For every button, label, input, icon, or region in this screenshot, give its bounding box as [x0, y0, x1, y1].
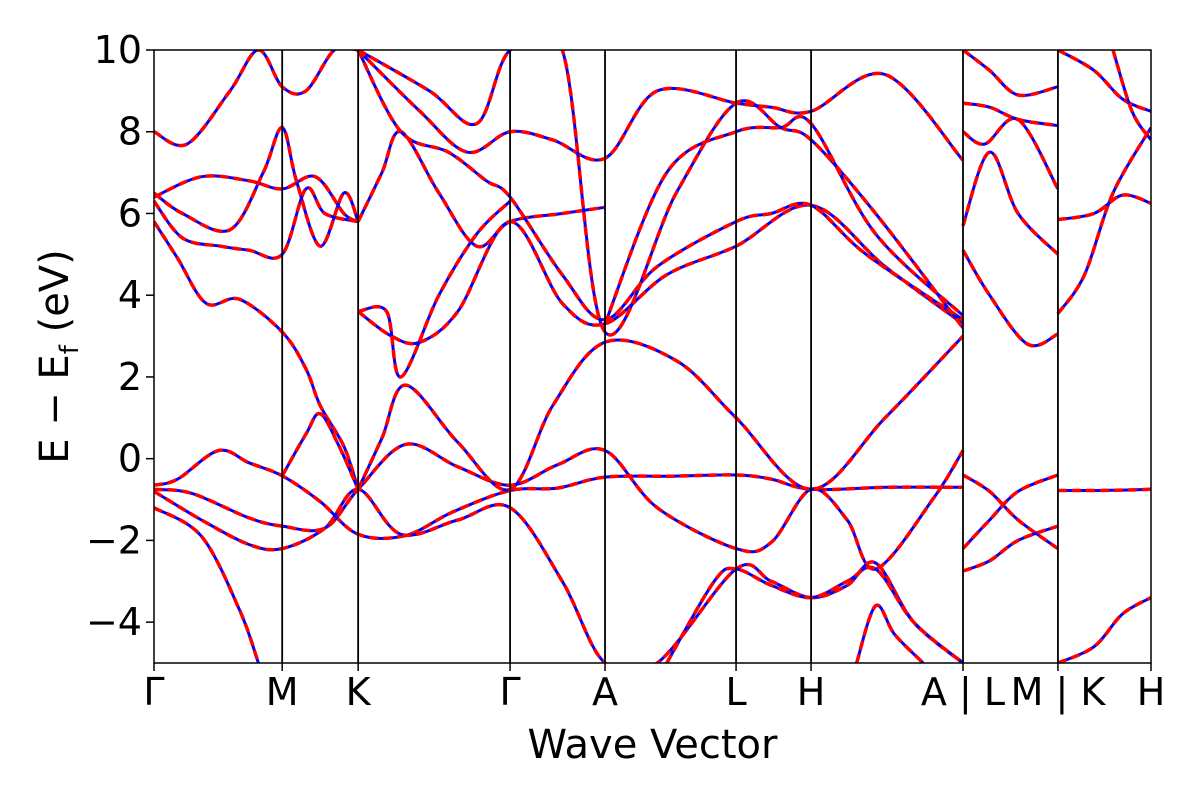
band-line-overlay-5 [280, 411, 360, 491]
band-line-overlay-32 [1057, 50, 1151, 113]
band-line-overlay-16 [357, 50, 965, 337]
band-line-reference-15 [357, 50, 965, 162]
y-axis-label: E − Ef (eV) [32, 249, 85, 464]
y-tick-label-7: 10 [94, 28, 142, 72]
band-line-overlay-21 [961, 473, 1059, 550]
band-line-overlay-8 [357, 199, 512, 379]
band-line-reference-3 [154, 506, 260, 663]
y-axis-label-main: E − E [32, 354, 78, 464]
x-tick-label-6: H [797, 670, 826, 714]
band-line-overlay-9 [154, 186, 359, 260]
band-line-overlay-19 [854, 603, 925, 663]
y-axis-ticks: −4 −2 0 2 4 6 8 10 [86, 28, 154, 644]
bands-layer [154, 50, 1151, 663]
band-line-reference-12 [154, 50, 359, 148]
y-axis-label-unit: (eV) [32, 249, 78, 345]
band-line-overlay-31 [1057, 193, 1151, 222]
band-line-overlay-13 [356, 129, 606, 249]
band-line-overlay-23 [961, 249, 1059, 348]
band-line-reference-4 [154, 220, 360, 490]
band-line-reference-27 [962, 50, 1059, 97]
band-line-reference-19 [855, 603, 925, 663]
band-line-overlay-2 [154, 487, 965, 663]
y-tick-label-0: −4 [86, 600, 142, 644]
high-symmetry-lines [281, 50, 1059, 663]
band-line-reference-8 [357, 200, 512, 379]
y-axis-label-subscript: f [55, 344, 85, 354]
band-line-overlay-17 [603, 114, 965, 325]
band-line-overlay-1 [154, 442, 965, 571]
band-line-reference-2 [154, 487, 964, 663]
band-line-overlay-22 [962, 524, 1059, 573]
band-line-overlay-29 [1057, 596, 1151, 663]
band-line-overlay-27 [961, 50, 1059, 98]
band-line-overlay-12 [154, 50, 359, 148]
band-line-overlay-18 [665, 565, 965, 663]
x-tick-label-0: Γ [143, 670, 164, 714]
band-line-reference-17 [603, 115, 965, 325]
band-line-reference-23 [961, 249, 1059, 348]
band-line-reference-26 [962, 101, 1059, 128]
band-line-reference-29 [1057, 596, 1151, 663]
y-tick-label-5: 6 [118, 191, 142, 235]
x-tick-label-2: K [346, 670, 372, 714]
x-tick-label-4: A [592, 670, 618, 714]
band-line-overlay-15 [356, 50, 965, 162]
band-line-overlay-28 [1057, 487, 1151, 493]
band-line-overlay-24 [961, 150, 1060, 256]
y-tick-label-2: 0 [118, 437, 142, 481]
band-line-overlay-6 [356, 334, 965, 492]
band-line-reference-18 [665, 565, 964, 663]
plot-frame [153, 49, 1152, 664]
band-line-reference-6 [356, 335, 965, 492]
band-line-overlay-20 [962, 473, 1059, 551]
band-line-overlay-3 [154, 506, 261, 663]
band-line-overlay-25 [961, 116, 1060, 190]
x-tick-label-5: L [725, 670, 746, 714]
y-tick-label-3: 2 [118, 355, 142, 399]
band-line-overlay-26 [962, 101, 1059, 128]
band-line-overlay-4 [154, 220, 360, 490]
band-line-overlay-30 [1056, 126, 1151, 315]
x-tick-label-3: Γ [499, 670, 520, 714]
x-axis-label: Wave Vector [528, 722, 779, 768]
x-tick-label-8: M | K [1011, 670, 1107, 715]
x-tick-label-7: A | L [921, 670, 1005, 715]
y-tick-label-4: 4 [118, 273, 142, 317]
y-tick-label-6: 8 [118, 110, 142, 154]
x-tick-label-9: H [1137, 670, 1166, 714]
band-line-reference-9 [154, 186, 359, 260]
y-tick-label-1: −2 [86, 518, 142, 562]
band-line-overlay-33 [1111, 50, 1151, 141]
x-tick-label-1: M [266, 670, 299, 714]
band-line-overlay-0 [154, 448, 964, 541]
